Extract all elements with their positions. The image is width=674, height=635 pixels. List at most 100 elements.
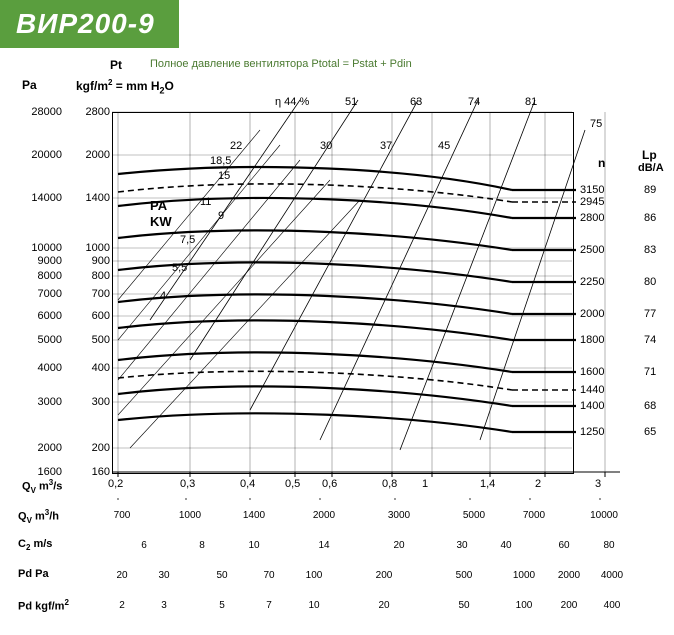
chart-plot-area <box>112 112 574 474</box>
scale-tick: 2000 <box>551 570 587 581</box>
tick-pa: 3000 <box>18 396 62 408</box>
tick-qvs: 0,5 <box>285 478 300 490</box>
eff-label: 74 <box>468 96 480 108</box>
lp-axis-label: Lp <box>642 148 657 162</box>
scale-tick: 60 <box>546 540 582 551</box>
tick-n: 1800 <box>580 334 604 346</box>
pwr-label: 5,5 <box>172 262 187 274</box>
tick-pa: 20000 <box>18 149 62 161</box>
tick-lp: 68 <box>644 400 656 412</box>
tick-kgf: 2800 <box>74 106 110 118</box>
eff-label: 30 <box>320 140 332 152</box>
tick-n: 2800 <box>580 212 604 224</box>
scale-tick: 3 <box>146 600 182 611</box>
pwr-label: 15 <box>218 170 230 182</box>
tick-pa: 2000 <box>18 442 62 454</box>
tick-lp: 89 <box>644 184 656 196</box>
scale-tick: 8 <box>184 540 220 551</box>
tick-lp: 86 <box>644 212 656 224</box>
pwr-label: 4 <box>160 290 166 302</box>
eff-label: 75 <box>590 118 602 130</box>
tick-kgf: 600 <box>74 310 110 322</box>
scale-row: QV m3/h70010001400200030005000700010000 <box>0 508 674 534</box>
tick-pa: 28000 <box>18 106 62 118</box>
scale-tick: 10 <box>236 540 272 551</box>
scale-tick: 30 <box>444 540 480 551</box>
pa-axis-label: Pa <box>22 78 37 92</box>
eff-label: 51 <box>345 96 357 108</box>
eff-label: η 44 % <box>275 96 309 108</box>
pa-kw-label-1: PA <box>150 198 167 213</box>
pwr-label: 11 <box>200 196 211 208</box>
tick-qvs: 0,2 <box>108 478 123 490</box>
tick-kgf: 1400 <box>74 192 110 204</box>
scale-tick: 50 <box>446 600 482 611</box>
tick-kgf: 200 <box>74 442 110 454</box>
tick-kgf: 2000 <box>74 149 110 161</box>
scale-tick: 80 <box>591 540 627 551</box>
scale-tick: 1000 <box>506 570 542 581</box>
scale-tick: 5 <box>204 600 240 611</box>
tick-n: 2000 <box>580 308 604 320</box>
tick-pa: 4000 <box>18 362 62 374</box>
lp-unit-label: dB/A <box>638 162 664 174</box>
scale-tick: 30 <box>146 570 182 581</box>
scale-label: C2 m/s <box>18 538 52 552</box>
pwr-label: 22 <box>230 140 242 152</box>
tick-pa: 7000 <box>18 288 62 300</box>
scale-tick: 200 <box>366 570 402 581</box>
pt-label: Pt <box>110 58 122 72</box>
scale-tick: 2 <box>104 600 140 611</box>
tick-lp: 74 <box>644 334 656 346</box>
eff-label: 81 <box>525 96 537 108</box>
eff-label: 37 <box>380 140 392 152</box>
tick-qvs: 2 <box>535 478 541 490</box>
scale-tick: 400 <box>594 600 630 611</box>
eff-label: 63 <box>410 96 422 108</box>
eff-label: 45 <box>438 140 450 152</box>
qv-s-label: QV m3/s <box>22 478 62 495</box>
tick-n: 1600 <box>580 366 604 378</box>
tick-lp: 77 <box>644 308 656 320</box>
tick-n: 2500 <box>580 244 604 256</box>
tick-kgf: 160 <box>74 466 110 478</box>
scale-row: C2 m/s6810142030406080 <box>0 538 674 564</box>
scale-tick: 7000 <box>516 510 552 521</box>
scale-tick: 20 <box>381 540 417 551</box>
tick-pa: 8000 <box>18 270 62 282</box>
scale-tick: 200 <box>551 600 587 611</box>
subtitle-text: Полное давление вентилятора Рtotal = Рst… <box>150 58 412 70</box>
scale-tick: 50 <box>204 570 240 581</box>
tick-kgf: 900 <box>74 255 110 267</box>
scale-tick: 1400 <box>236 510 272 521</box>
scale-tick: 70 <box>251 570 287 581</box>
scale-tick: 10 <box>296 600 332 611</box>
scale-tick: 7 <box>251 600 287 611</box>
model-title: ВИР200-9 <box>0 0 179 48</box>
tick-pa: 10000 <box>18 242 62 254</box>
scale-label: Pd kgf/m2 <box>18 598 69 613</box>
scale-tick: 500 <box>446 570 482 581</box>
scale-tick: 100 <box>296 570 332 581</box>
scale-tick: 6 <box>126 540 162 551</box>
scale-tick: 5000 <box>456 510 492 521</box>
n-axis-label: n <box>598 156 605 170</box>
scale-tick: 700 <box>104 510 140 521</box>
pa-kw-label-2: KW <box>150 214 172 229</box>
pwr-label: 7,5 <box>180 234 195 246</box>
scale-label: QV m3/h <box>18 508 59 525</box>
tick-pa: 5000 <box>18 334 62 346</box>
tick-qvs: 0,4 <box>240 478 255 490</box>
tick-kgf: 700 <box>74 288 110 300</box>
scale-row: Pd Pa20305070100200500100020004000 <box>0 568 674 594</box>
tick-kgf: 300 <box>74 396 110 408</box>
tick-lp: 71 <box>644 366 656 378</box>
scale-tick: 1000 <box>172 510 208 521</box>
tick-n: 1400 <box>580 400 604 412</box>
tick-lp: 65 <box>644 426 656 438</box>
tick-lp: 83 <box>644 244 656 256</box>
kgf-axis-label: kgf/m2 = mm H2O <box>76 78 174 95</box>
tick-kgf: 800 <box>74 270 110 282</box>
tick-qvs: 0,6 <box>322 478 337 490</box>
tick-qvs: 0,3 <box>180 478 195 490</box>
